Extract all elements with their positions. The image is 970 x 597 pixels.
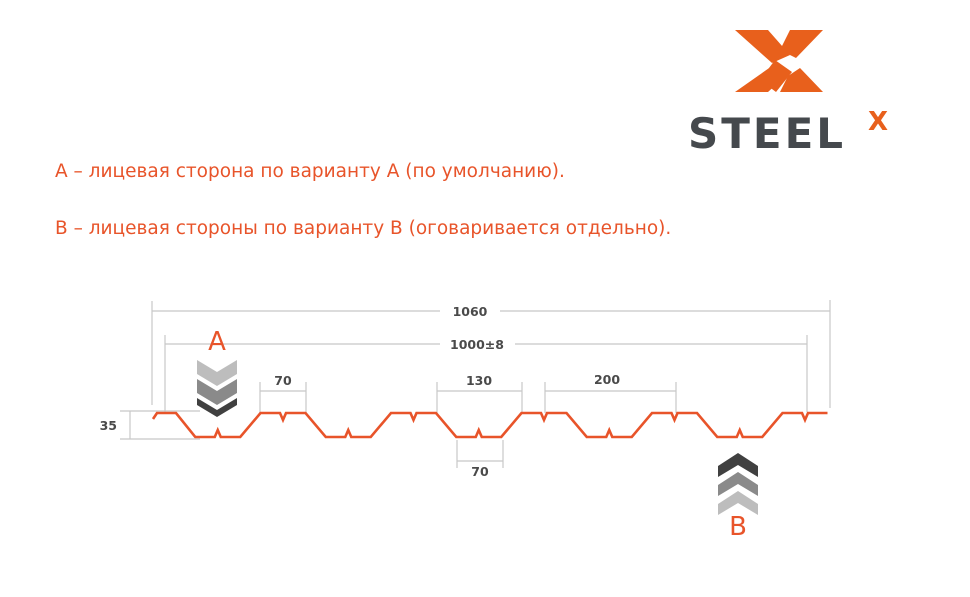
trapezoid-profile: [151, 411, 828, 439]
side-b-label: B: [729, 512, 747, 542]
dim-line-1060: [151, 300, 831, 408]
side-a-label: A: [208, 327, 226, 357]
dim-line-130: [436, 382, 523, 413]
side-a-chevrons-icon: [197, 360, 237, 417]
dim-line-top-70: [259, 382, 307, 413]
dim-height: 35: [100, 418, 117, 433]
dim-top-width: 70: [274, 373, 292, 388]
dimension-lines: [120, 300, 831, 468]
dim-groove-opening: 130: [466, 373, 492, 388]
side-b-chevrons-icon: [718, 453, 758, 515]
note-side-a: А – лицевая сторона по варианту А (по ум…: [55, 161, 565, 182]
logo-superscript: X: [868, 107, 888, 137]
dim-pitch: 200: [594, 372, 620, 387]
dim-line-bottom-70: [456, 440, 504, 468]
dim-line-35: [120, 410, 200, 440]
dim-line-200: [544, 382, 677, 413]
dim-working-width: 1000±8: [450, 337, 504, 352]
dim-line-1000: [164, 335, 808, 413]
logo-text: STEEL: [688, 109, 846, 158]
dim-bottom-width: 70: [471, 464, 489, 479]
note-side-b: В – лицевая стороны по варианту В (огова…: [55, 218, 672, 239]
logo-x-mark: [735, 30, 823, 92]
dim-total-width: 1060: [453, 304, 488, 319]
